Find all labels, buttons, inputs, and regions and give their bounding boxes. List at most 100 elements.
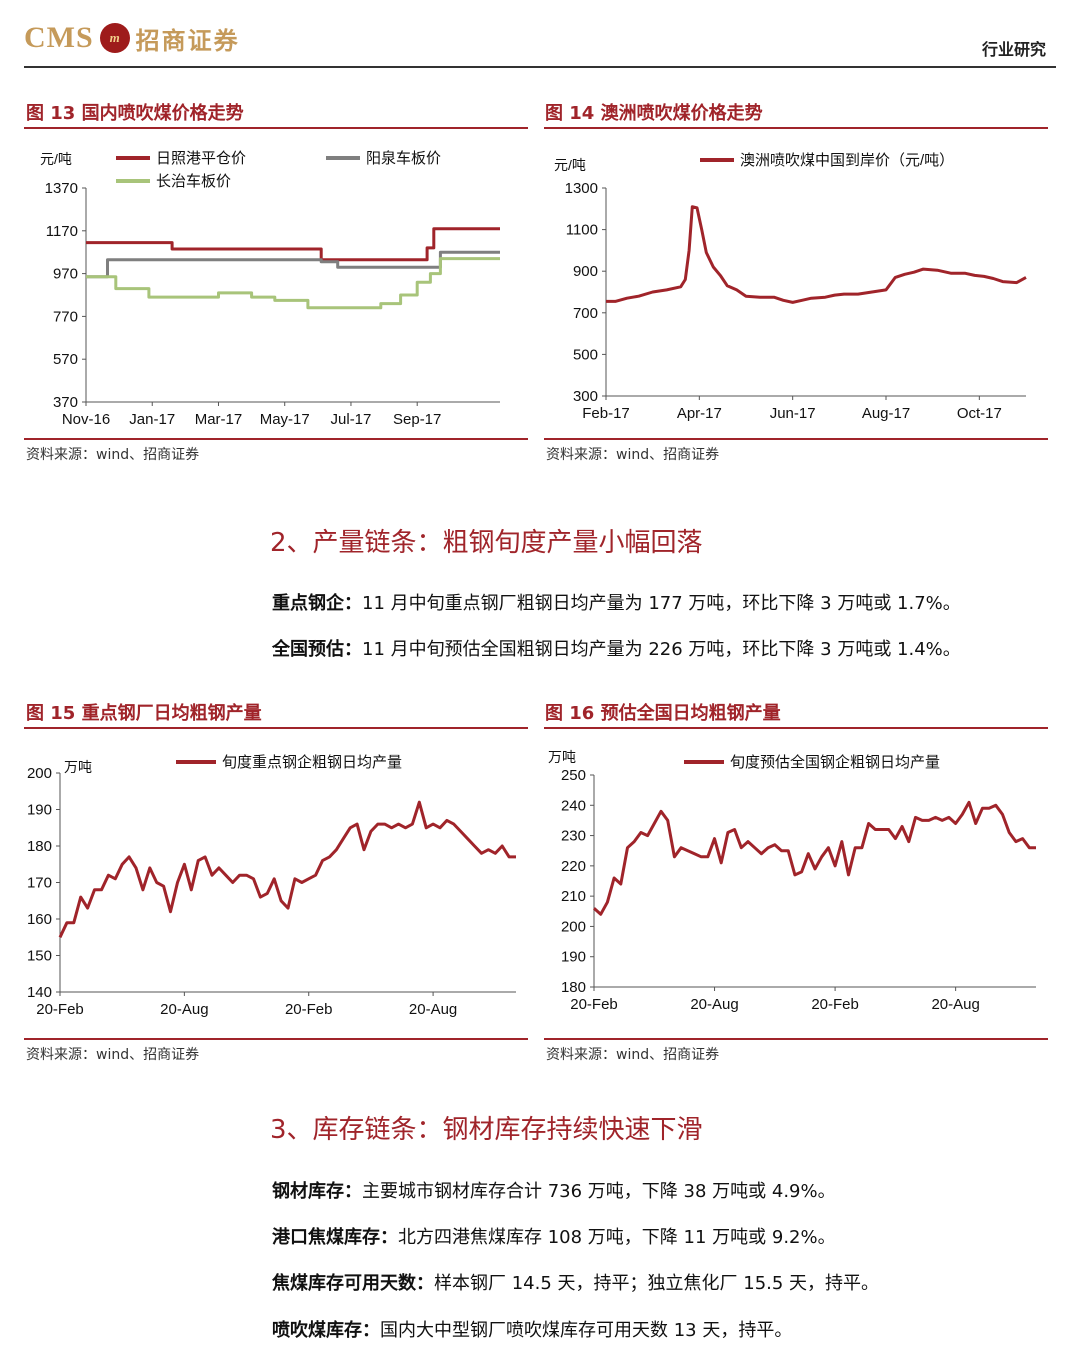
x-tick-label: Nov-16 [62, 411, 110, 428]
y-tick-label: 190 [27, 802, 52, 819]
x-tick-label: 20-Feb [811, 996, 859, 1013]
legend-label: 长治车板价 [156, 172, 231, 190]
legend-label: 阳泉车板价 [366, 149, 441, 167]
fig16-title: 图 16 预估全国日均粗钢产量 [545, 703, 781, 724]
y-axis-unit-label: 元/吨 [40, 151, 72, 167]
legend-label: 旬度预估全国钢企粗钢日均产量 [730, 753, 940, 771]
x-tick-label: Feb-17 [582, 405, 630, 422]
y-axis-unit-label: 元/吨 [554, 157, 586, 173]
y-tick-label: 210 [561, 888, 586, 905]
section2-item: 全国预估：11 月中旬预估全国粗钢日均产量为 226 万吨，环比下降 3 万吨或… [272, 635, 961, 661]
y-tick-label: 170 [27, 875, 52, 892]
header-divider [24, 66, 1056, 68]
series-line [86, 227, 500, 262]
series-line [592, 800, 1036, 916]
fig14-source: 资料来源：wind、招商证券 [546, 447, 720, 463]
item-text: 11 月中旬预估全国粗钢日均产量为 226 万吨，环比下降 3 万吨或 1.4%… [362, 639, 961, 660]
y-tick-label: 770 [53, 308, 78, 325]
y-tick-label: 1100 [566, 222, 598, 239]
item-text: 北方四港焦煤库存 108 万吨，下降 11 万吨或 9.2%。 [398, 1227, 836, 1248]
y-tick-label: 300 [573, 388, 598, 405]
x-tick-label: 20-Feb [36, 1001, 84, 1018]
x-tick-label: Sep-17 [393, 411, 441, 428]
x-tick-label: 20-Feb [570, 996, 618, 1013]
fig13-top-rule [24, 127, 528, 129]
item-label: 重点钢企： [272, 593, 362, 614]
fig13-bottom-rule [24, 438, 528, 440]
brand-logo: CMS m 招商证券 [24, 18, 240, 58]
section2-heading: 2、产量链条：粗钢旬度产量小幅回落 [270, 528, 703, 558]
section3-item: 喷吹煤库存：国内大中型钢厂喷吹煤库存可用天数 13 天，持平。 [272, 1316, 792, 1342]
x-tick-label: 20-Aug [931, 996, 979, 1013]
section3-item: 钢材库存：主要城市钢材库存合计 736 万吨，下降 38 万吨或 4.9%。 [272, 1177, 836, 1203]
item-text: 国内大中型钢厂喷吹煤库存可用天数 13 天，持平。 [380, 1320, 793, 1341]
section3-heading: 3、库存链条：钢材库存持续快速下滑 [270, 1115, 703, 1145]
fig15-source: 资料来源：wind、招商证券 [26, 1047, 200, 1063]
x-tick-label: Jan-17 [129, 411, 175, 428]
x-tick-label: 20-Aug [690, 996, 738, 1013]
series-line [86, 257, 500, 310]
fig13-source: 资料来源：wind、招商证券 [26, 447, 200, 463]
x-tick-label: Oct-17 [957, 405, 1002, 422]
y-tick-label: 220 [561, 858, 586, 875]
fig16-source: 资料来源：wind、招商证券 [546, 1047, 720, 1063]
y-tick-label: 500 [573, 346, 598, 363]
fig14-title: 图 14 澳洲喷吹煤价格走势 [545, 103, 763, 124]
legend-label: 澳洲喷吹煤中国到岸价（元/吨） [740, 152, 954, 169]
x-tick-label: Jun-17 [770, 405, 816, 422]
y-tick-label: 900 [573, 263, 598, 280]
fig13-title: 图 13 国内喷吹煤价格走势 [26, 103, 244, 124]
item-text: 11 月中旬重点钢厂粗钢日均产量为 177 万吨，环比下降 3 万吨或 1.7%… [362, 593, 961, 614]
fig15-title: 图 15 重点钢厂日均粗钢产量 [26, 703, 262, 724]
fig15-top-rule [24, 727, 528, 729]
y-tick-label: 200 [27, 765, 52, 782]
y-tick-label: 140 [27, 984, 52, 1001]
x-tick-label: Jul-17 [331, 411, 372, 428]
y-tick-label: 700 [573, 305, 598, 322]
x-tick-label: May-17 [260, 411, 310, 428]
series-line [58, 800, 516, 938]
series-line [606, 205, 1027, 304]
fig14-bottom-rule [544, 438, 1048, 440]
report-category: 行业研究 [981, 40, 1046, 59]
y-tick-label: 250 [561, 767, 586, 784]
y-axis-unit-label: 万吨 [548, 749, 576, 765]
item-text: 样本钢厂 14.5 天，持平；独立焦化厂 15.5 天，持平。 [434, 1273, 880, 1294]
y-tick-label: 1300 [565, 180, 598, 197]
x-tick-label: Apr-17 [677, 405, 722, 422]
legend-label: 日照港平仓价 [156, 150, 246, 167]
y-tick-label: 240 [561, 797, 586, 814]
item-label: 全国预估： [272, 639, 362, 660]
fig15-bottom-rule [24, 1038, 528, 1040]
x-tick-label: 20-Aug [160, 1001, 208, 1018]
item-text: 主要城市钢材库存合计 736 万吨，下降 38 万吨或 4.9%。 [362, 1181, 836, 1202]
legend-label: 旬度重点钢企粗钢日均产量 [222, 753, 402, 771]
fig16-bottom-rule [544, 1038, 1048, 1040]
y-tick-label: 230 [561, 828, 586, 845]
item-label: 港口焦煤库存： [272, 1227, 398, 1248]
y-tick-label: 180 [27, 838, 52, 855]
logo-latin: CMS [24, 21, 94, 54]
x-tick-label: 20-Aug [409, 1001, 457, 1018]
item-label: 钢材库存： [272, 1181, 362, 1202]
y-axis-unit-label: 万吨 [64, 759, 92, 775]
y-tick-label: 570 [53, 351, 78, 368]
y-tick-label: 970 [53, 266, 78, 283]
fig14-top-rule [544, 127, 1048, 129]
x-tick-label: Mar-17 [195, 411, 243, 428]
y-tick-label: 370 [53, 394, 78, 411]
item-label: 焦煤库存可用天数： [272, 1273, 434, 1294]
y-tick-label: 200 [561, 918, 586, 935]
x-tick-label: Aug-17 [862, 405, 910, 422]
item-label: 喷吹煤库存： [272, 1320, 380, 1341]
y-tick-label: 1170 [46, 223, 78, 240]
x-tick-label: 20-Feb [285, 1001, 333, 1018]
y-tick-label: 150 [27, 948, 52, 965]
logo-mark-icon: m [99, 23, 130, 53]
y-tick-label: 160 [27, 911, 52, 928]
section3-item: 焦煤库存可用天数：样本钢厂 14.5 天，持平；独立焦化厂 15.5 天，持平。 [272, 1269, 879, 1295]
